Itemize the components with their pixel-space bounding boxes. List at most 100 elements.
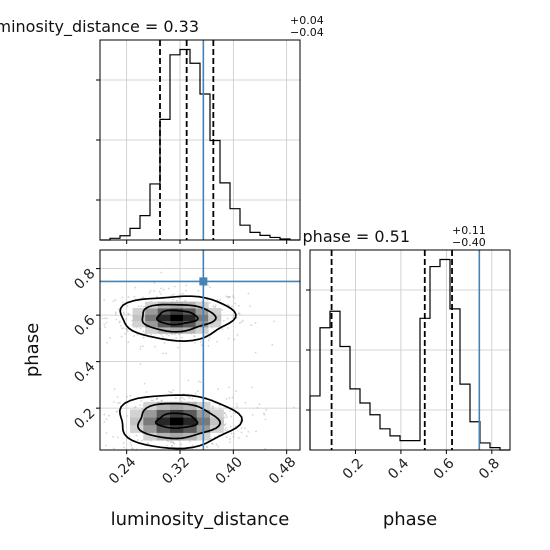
joint-scatter-point xyxy=(237,312,240,314)
joint-scatter-point xyxy=(172,388,175,391)
joint-scatter-point xyxy=(156,397,159,400)
joint-scatter-point xyxy=(178,297,181,300)
joint-density-block xyxy=(170,401,184,410)
joint-scatter-point xyxy=(223,423,226,426)
joint-scatter-point xyxy=(233,296,236,299)
joint-y-tick-label: 0.8 xyxy=(71,266,98,293)
joint-scatter-point xyxy=(127,341,130,344)
joint-density-block xyxy=(145,326,159,334)
joint-scatter-point xyxy=(168,390,170,393)
joint-scatter-point xyxy=(191,444,194,447)
joint-density-block xyxy=(210,417,224,426)
joint-scatter-point xyxy=(216,298,219,301)
joint-scatter-point xyxy=(116,410,118,413)
phase-x-axis-label: phase xyxy=(383,509,437,530)
joint-density-block xyxy=(143,409,158,418)
joint-density-block xyxy=(195,301,209,309)
joint-density-block xyxy=(208,320,222,328)
joint-scatter-point xyxy=(185,289,187,292)
joint-scatter-point xyxy=(122,451,124,453)
joint-scatter-point xyxy=(216,340,218,343)
joint-scatter-point xyxy=(237,437,240,439)
phase-histogram-step xyxy=(309,258,510,451)
joint-scatter-point xyxy=(256,406,259,409)
joint-truth-lines xyxy=(100,250,300,450)
joint-scatter-point xyxy=(140,305,143,308)
joint-density-block xyxy=(208,314,222,322)
joint-scatter-point xyxy=(114,313,117,315)
joint-scatter-point xyxy=(122,442,125,444)
joint-scatter-point xyxy=(181,397,184,400)
joint-scatter-point xyxy=(70,403,72,405)
joint-scatter-point xyxy=(166,333,168,336)
joint-scatter-point xyxy=(221,309,224,311)
joint-density-block xyxy=(183,409,198,418)
joint-scatter-point xyxy=(205,445,208,448)
phase-x-tick-label: 0.2 xyxy=(340,456,367,483)
joint-scatter-point xyxy=(207,339,210,342)
joint-scatter-point xyxy=(171,445,174,447)
joint-scatter-point xyxy=(93,436,95,438)
joint-scatter-point xyxy=(113,388,116,390)
joint-x-tick-labels: 0.24 0.32 0.40 0.48 xyxy=(106,454,299,487)
joint-scatter-point xyxy=(255,430,257,433)
joint-scatter-point xyxy=(123,446,126,449)
joint-scatter-point xyxy=(172,442,175,444)
joint-contours xyxy=(118,295,243,450)
joint-density-block xyxy=(156,401,171,410)
joint-scatter-point xyxy=(236,333,239,336)
joint-scatter-point xyxy=(249,305,251,308)
joint-density-panel: 0.24 0.32 0.40 0.48 0.2 0.4 0.6 0.8 luminosity… xyxy=(22,249,301,530)
joint-scatter-point xyxy=(183,398,186,401)
joint-scatter-point xyxy=(189,452,191,454)
joint-scatter-point xyxy=(210,442,213,445)
joint-density-block xyxy=(195,314,209,322)
joint-scatter-point xyxy=(223,416,226,419)
joint-scatter-point xyxy=(112,435,114,438)
joint-scatter-point xyxy=(126,395,128,398)
joint-scatter-point xyxy=(230,415,232,418)
joint-scatter-point xyxy=(230,432,233,435)
joint-scatter-point xyxy=(115,410,118,413)
joint-density-block xyxy=(156,417,171,426)
joint-density-block xyxy=(132,320,146,328)
joint-density-block xyxy=(156,432,171,441)
joint-scatter-point xyxy=(160,271,163,274)
joint-scatter-point xyxy=(139,362,142,365)
joint-contour-line xyxy=(136,402,222,440)
joint-scatter-point xyxy=(214,304,217,307)
joint-density-block xyxy=(143,417,158,426)
joint-scatter-point xyxy=(207,344,210,347)
joint-scatter-point xyxy=(170,440,173,443)
joint-density-block xyxy=(130,409,144,418)
joint-scatter-point xyxy=(130,444,133,446)
joint-contour-line xyxy=(141,303,217,333)
joint-scatter-point xyxy=(142,296,144,299)
phase-hist-ticks xyxy=(306,289,493,454)
joint-scatter-point xyxy=(114,299,117,301)
joint-scatter-point xyxy=(218,404,221,407)
joint-scatter-point xyxy=(155,398,158,401)
phase-title-lower-error: −0.40 xyxy=(452,236,486,249)
phase-quantile-lines xyxy=(330,250,453,450)
joint-scatter-point xyxy=(125,327,128,330)
joint-scatter-point xyxy=(250,324,253,327)
joint-scatter-point xyxy=(176,299,178,302)
joint-scatter-point xyxy=(235,402,238,405)
joint-scatter-point xyxy=(123,313,125,316)
joint-density-block xyxy=(210,424,224,433)
joint-scatter-point xyxy=(103,413,106,416)
joint-scatter-point xyxy=(93,423,95,425)
joint-scatter-point xyxy=(212,406,215,408)
joint-scatter-point xyxy=(240,427,243,429)
joint-scatter-point xyxy=(120,327,123,330)
joint-scatter-point xyxy=(127,296,130,299)
joint-scatter-point xyxy=(197,380,200,383)
joint-scatter-point xyxy=(227,296,229,298)
joint-scatter-point xyxy=(176,346,179,349)
joint-scatter-point xyxy=(105,321,108,324)
joint-density-block xyxy=(210,409,224,418)
joint-scatter-point xyxy=(225,427,227,429)
joint-scatter-point xyxy=(229,438,232,440)
